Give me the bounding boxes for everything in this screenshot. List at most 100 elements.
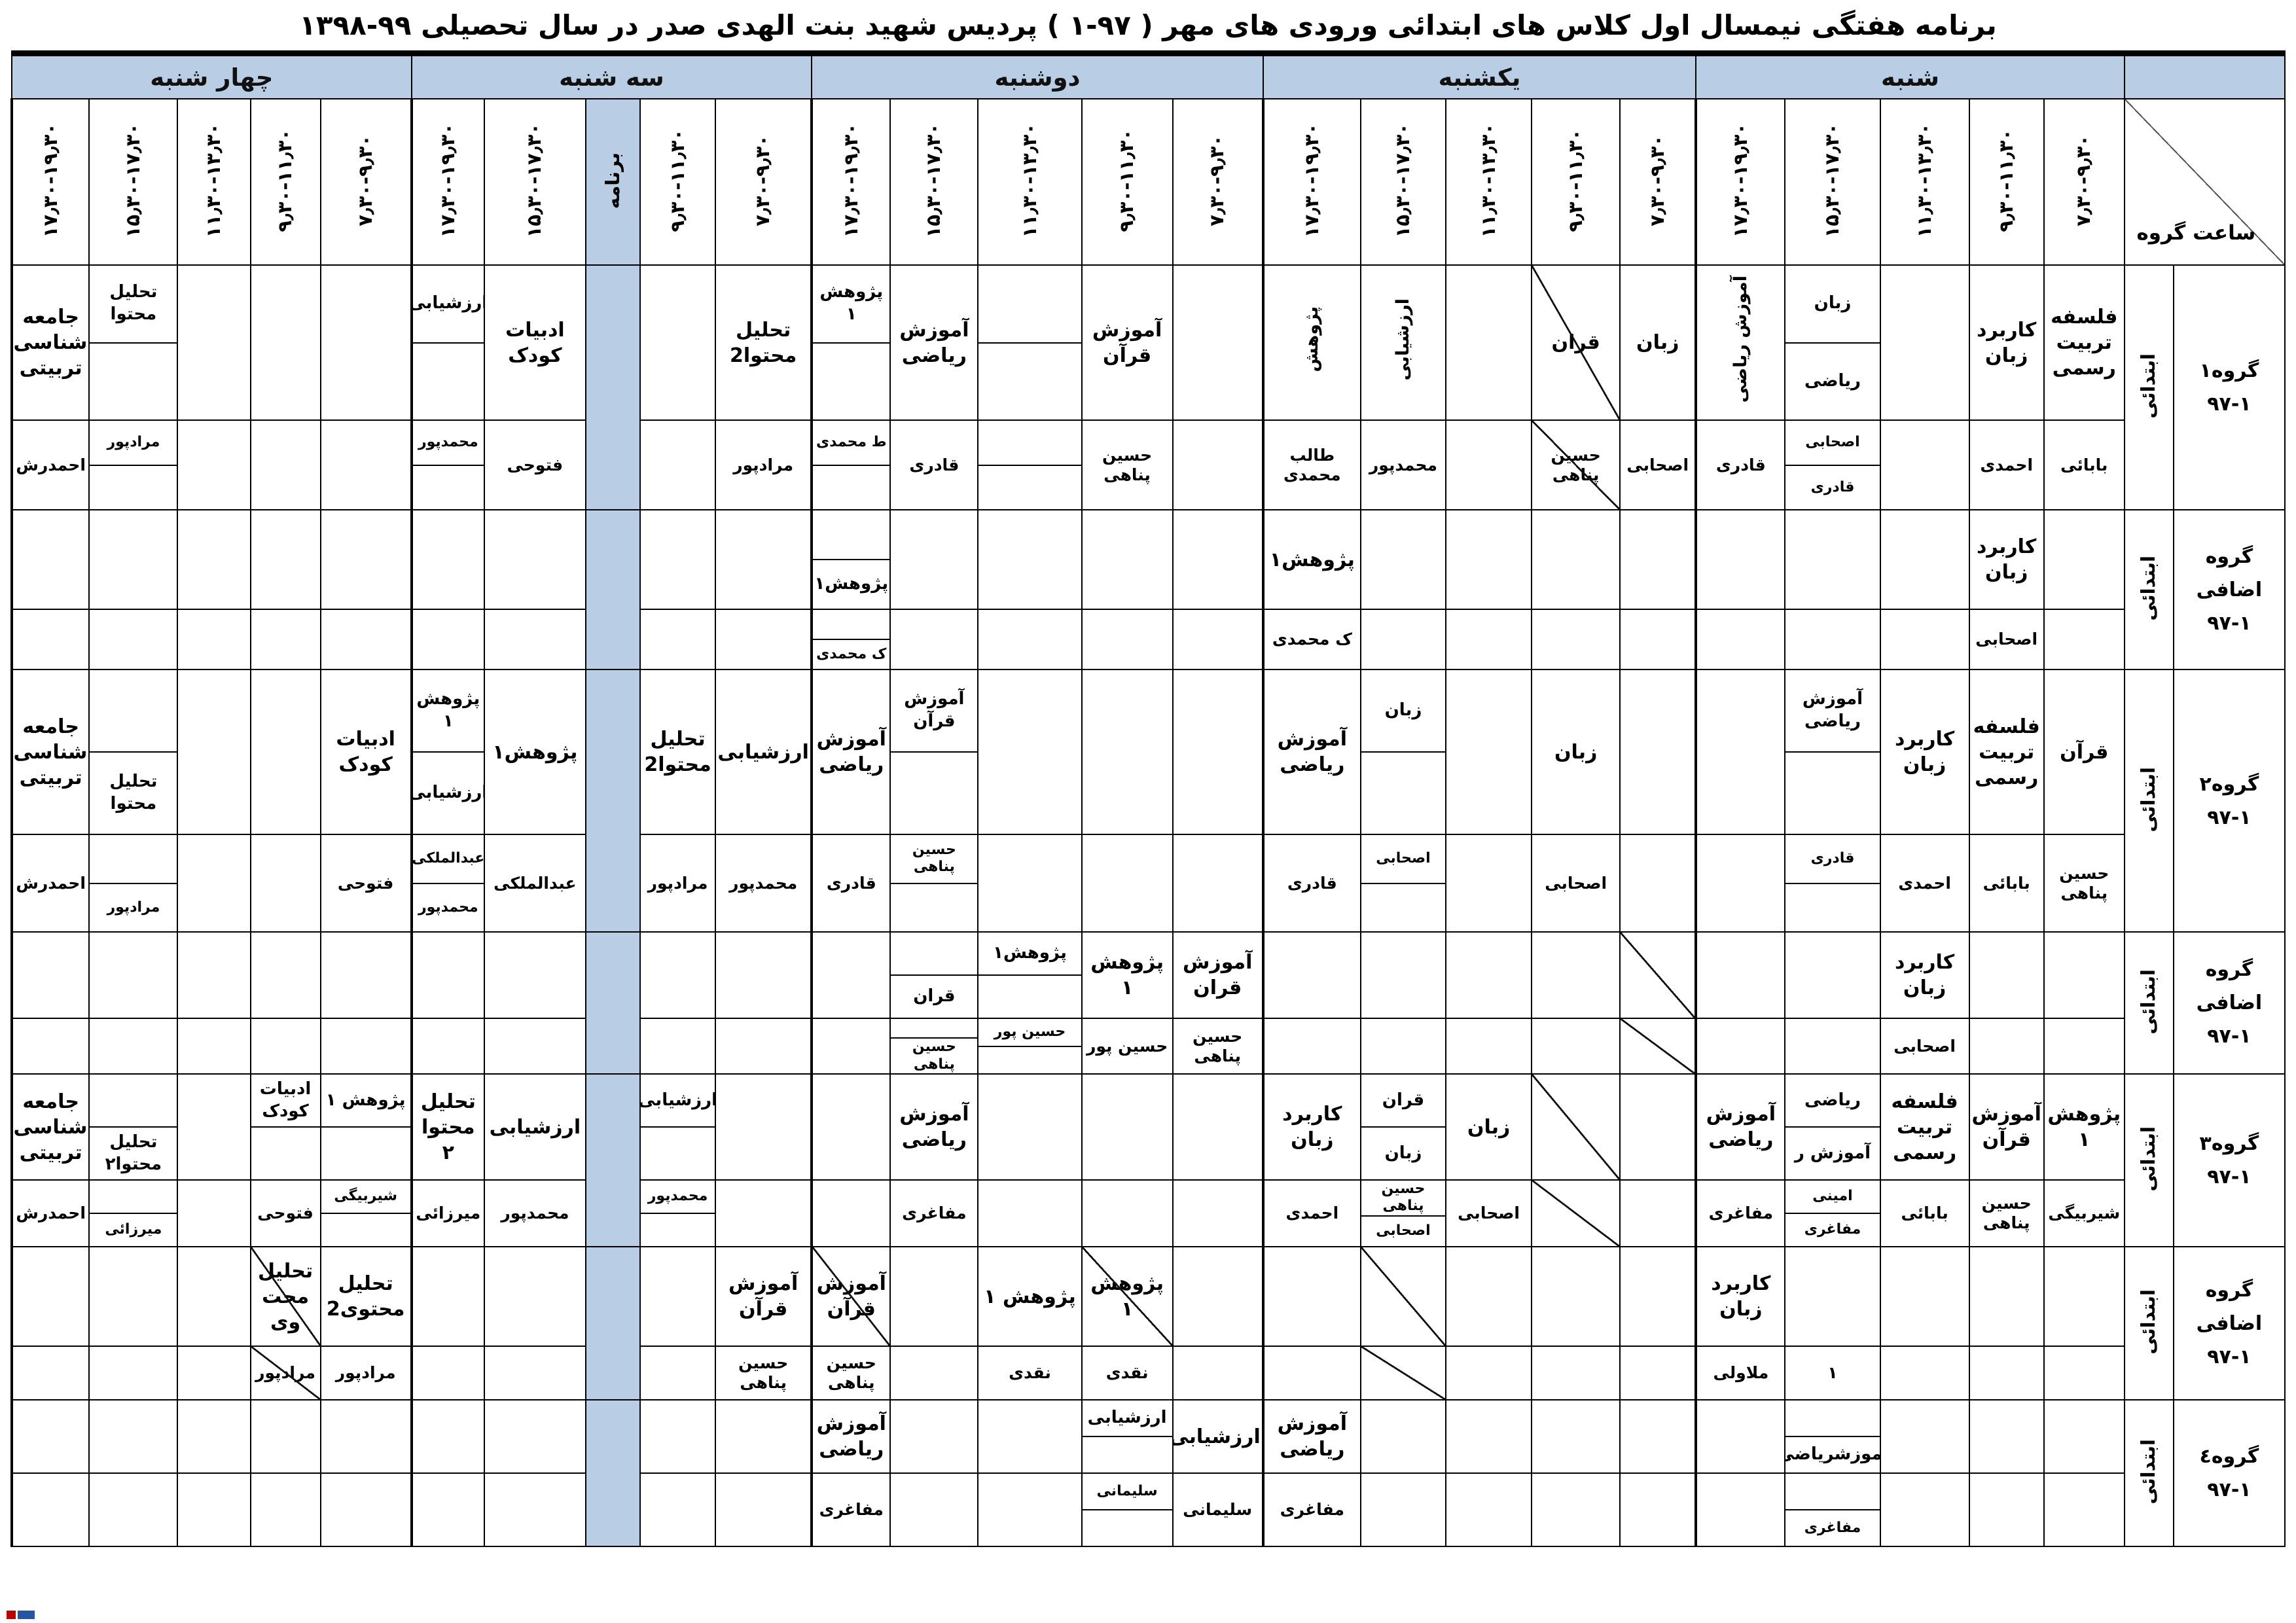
time-slot-sun-4: ۱۷٫۳۰-۱۹٫۳۰: [1261, 98, 1361, 266]
cell-g7-mon-1-teacher-top: سلیمانی: [1083, 1474, 1172, 1510]
cell-g7-mon-4-teacher: مفاغری: [810, 1472, 891, 1547]
time-slot-wed-4: ۱۷٫۳۰-۱۹٫۳۰: [10, 98, 90, 266]
corner-diagonal-line: [2125, 99, 2284, 264]
cell-g7-mon-2-course: [977, 1399, 1083, 1474]
cell-g4-mon-4-teacher: [810, 1018, 891, 1075]
cell-g4-mon-3-teacher: حسین پناهی: [889, 1018, 979, 1075]
group-level-6: ابتدائی: [2123, 1246, 2174, 1400]
cell-g5-wed-0-teacher-top: شیربیگی: [321, 1181, 410, 1214]
cell-g1-sun-2-course: [1444, 264, 1533, 421]
cell-g3-sat-0-course: قرآن: [2043, 669, 2125, 835]
cell-g4-sun-1-course: [1531, 931, 1621, 1019]
cell-g2-mon-4-course: پژوهش۱: [810, 509, 891, 610]
cell-g6-mon-2-teacher: نقدی: [977, 1346, 1083, 1400]
time-slot-sun-3: ۱۵٫۳۰-۱۷٫۳۰: [1359, 98, 1447, 266]
cell-g6-mon-1-course: پژوهش ۱: [1081, 1246, 1174, 1347]
cell-g1-sat-3-teacher-top: اصحابی: [1786, 421, 1879, 466]
cell-g3-wed-2-course: [177, 669, 251, 835]
cell-g3-tue-4-course-top: پژوهش ۱: [414, 671, 483, 753]
cell-g4-sun-2-course: [1444, 931, 1533, 1019]
time-slot-tue-1: ۹٫۳۰-۱۱٫۳۰: [639, 98, 717, 266]
cell-g6-sun-3-teacher: [1359, 1346, 1447, 1400]
cell-g4-tue-3-teacher: [483, 1018, 586, 1075]
cell-g7-mon-1-teacher-bottom: [1083, 1510, 1172, 1545]
cell-g6-tue-3-teacher: [483, 1346, 586, 1400]
program-column-cell: [584, 264, 641, 510]
cell-g5-sun-2-course: زبان: [1444, 1073, 1533, 1181]
cell-g4-sun-0-course: [1619, 931, 1697, 1019]
cell-g4-mon-2-teacher-bottom: [979, 1047, 1080, 1073]
cell-g4-wed-2-course: [177, 931, 251, 1019]
corner-time-group: ساعت گروه: [2123, 98, 2286, 266]
cell-g3-tue-4-teacher-bottom: محمدپور: [418, 899, 478, 916]
cell-g1-wed-2-teacher: [177, 419, 251, 510]
cell-g1-wed-3-teacher-top: مرادپور: [90, 421, 177, 466]
cell-g5-sun-0-course: [1619, 1073, 1697, 1181]
cell-g3-sat-3-teacher-bottom: [1786, 884, 1878, 931]
cell-g2-sun-2-course: [1444, 509, 1533, 610]
cell-g6-sun-0-course: [1619, 1246, 1697, 1347]
cell-g2-mon-1-teacher: [1081, 609, 1174, 670]
cell-g4-mon-2-teacher: حسین پور: [977, 1018, 1083, 1075]
group-2-course-row: گروه اضافی ۹۷-۱ ابتدائی کاربرد زبان پژوهش۱ پژ…: [10, 509, 2286, 670]
group-level-2: ابتدائی: [2123, 509, 2174, 670]
cell-g3-mon-3-course: آموزش قرآن: [889, 669, 979, 835]
cell-g1-wed-3-teacher: مرادپور: [88, 419, 179, 510]
cell-g2-sat-2-course: [1879, 509, 1970, 610]
cell-g1-wed-4-teacher: احمدرش: [10, 419, 90, 510]
cell-g7-wed-4-teacher: [10, 1472, 90, 1547]
cell-g6-mon-4-course: آموزش قرآن: [810, 1246, 891, 1347]
cell-g1-wed-0-teacher: [319, 419, 412, 510]
cell-g7-mon-0-course: ارزشیابی: [1172, 1399, 1264, 1474]
cell-g3-sun-3-teacher: اصحابی: [1359, 834, 1447, 933]
cell-g3-sat-1-teacher: بابائی: [1968, 834, 2045, 933]
cell-g1-mon-2-teacher-top: [979, 421, 1081, 466]
cell-g7-tue-1-course: [639, 1399, 717, 1474]
cell-g3-tue-4-teacher-top: عبدالملکی: [414, 836, 483, 884]
diagonal-strike: [1621, 1020, 1695, 1073]
cell-g4-mon-2-teacher-top: حسین پور: [979, 1020, 1081, 1047]
day-header-mon: دوشنبه: [811, 50, 1264, 99]
cell-g1-sat-1-teacher: احمدی: [1968, 419, 2045, 510]
cell-g5-wed-2-course: [177, 1073, 251, 1181]
cell-g7-tue-1-teacher: [639, 1472, 717, 1547]
group-7-teacher-row: مفاغری مفاغری سلیمانی سلیمانی مفاغری: [10, 1472, 2285, 1547]
cell-g1-mon-2-course-bottom: [979, 344, 1080, 419]
cell-g7-sat-4-teacher: [1695, 1472, 1786, 1547]
cell-g3-tue-1-teacher: مرادپور: [639, 834, 717, 933]
cell-g1-mon-4-teacher: ط محمدی: [810, 419, 891, 510]
cell-g7-wed-1-teacher: [249, 1472, 321, 1547]
cell-g3-sun-0-teacher: [1619, 834, 1697, 933]
cell-g1-sat-2-teacher: [1879, 419, 1970, 510]
cell-g7-mon-1-course-bottom: [1083, 1437, 1172, 1472]
cell-g3-tue-3-course: پژوهش۱: [483, 669, 586, 835]
cell-g1-wed-3-course-top: تحلیل محتوا: [90, 266, 177, 344]
cell-g1-sat-3-teacher-bottom: قادری: [1810, 478, 1855, 495]
cell-g1-mon-4-course: پژوهش ۱: [810, 264, 891, 421]
cell-g4-sat-1-teacher: [1968, 1018, 2045, 1075]
diagonal-strike: [1361, 1347, 1444, 1399]
cell-g4-mon-0-course: آموزش قران: [1172, 931, 1264, 1019]
cell-g5-tue-1-teacher-top: محمدپور: [641, 1181, 715, 1214]
cell-g5-tue-3-teacher: محمدپور: [483, 1179, 586, 1247]
cell-g4-sat-2-course: کاربرد زبان: [1879, 931, 1970, 1019]
cell-g5-tue-1-teacher-bottom: [641, 1214, 714, 1245]
cell-g1-sun-0-course: زبان: [1619, 264, 1697, 421]
cell-g5-sat-1-teacher: حسین پناهی: [1968, 1179, 2045, 1247]
cell-g3-mon-4-teacher: قادری: [810, 834, 891, 933]
day-header-wed: چهار شنبه: [11, 50, 412, 99]
cell-g4-sat-3-teacher: [1784, 1018, 1881, 1075]
cell-g3-tue-4-teacher: عبدالملکی محمدپور: [410, 834, 485, 933]
time-slot-sat-3: ۱۵٫۳۰-۱۷٫۳۰: [1784, 98, 1881, 266]
cell-g2-mon-4-teacher-bottom: ک محمدی: [816, 645, 887, 662]
cell-g1-sun-3-course: ارزشیابی: [1359, 264, 1447, 421]
cell-g2-sat-1-course: کاربرد زبان: [1968, 509, 2045, 610]
cell-g6-wed-3-course: [88, 1246, 179, 1347]
cell-g7-sun-2-teacher: [1444, 1472, 1533, 1547]
cell-g1-wed-4-course: جامعه شناسی تربیتی: [10, 264, 90, 421]
diagonal-strike: [814, 1248, 889, 1345]
cell-g2-mon-3-teacher: [889, 609, 979, 670]
cell-g5-sun-3-course-bottom: زبان: [1384, 1143, 1422, 1163]
cell-g1-tue-4-course: ارزشیابی: [410, 264, 485, 421]
